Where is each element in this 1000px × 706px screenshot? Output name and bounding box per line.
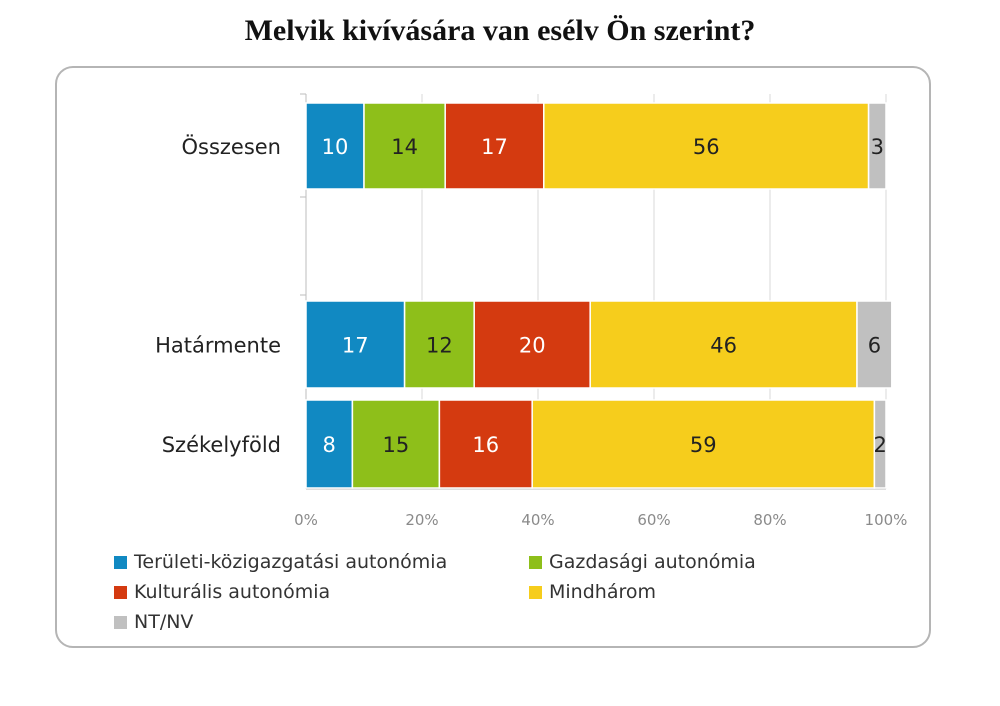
legend-label: Kulturális autonómia [134,581,331,603]
legend-item-nt-nv: NT/NV [114,611,193,633]
bar-segment-gazdasagi-autonomia [351,399,441,489]
data-label: 17 [481,135,508,159]
x-tick-label: 80% [753,511,786,529]
bar-segment-teruleti-kozigazgatasi-autonomia [305,300,406,389]
bar-segment-teruleti-kozigazgatasi-autonomia [305,102,365,190]
category-label: Összesen [181,134,281,159]
data-label: 56 [693,135,720,159]
legend-item-mindharom: Mindhárom [529,581,656,603]
category-label: Határmente [155,334,281,358]
data-label: 20 [519,334,546,358]
data-label: 2 [874,433,887,457]
data-label: 6 [868,334,881,358]
data-label: 16 [472,433,499,457]
data-label: 8 [323,433,336,457]
legend-label: NT/NV [134,611,194,633]
legend-swatch [529,585,542,599]
data-label: 14 [391,135,418,159]
bar-segment-kulturalis-autonomia [444,102,545,190]
data-label: 17 [342,334,369,358]
x-tick-label: 40% [521,511,554,529]
legend-item-kulturalis-autonomia: Kulturális autonómia [114,581,330,603]
legend-swatch [114,615,127,629]
bar-segment-mindharom [589,300,858,389]
chart-frame: 0% 20% 40% 60% 80% 100% Összesen 10 14 17 56 3 Határ… [55,66,931,648]
plot-area: 0% 20% 40% 60% 80% 100% Összesen 10 14 17 56 3 Határ… [155,93,908,529]
legend-item-teruleti-kozigazgatasi-autonomia: Területi-közigazgatási autonómia [114,551,447,573]
legend-label: Területi-közigazgatási autonómia [134,551,448,573]
category-label: Székelyföld [162,433,281,457]
x-tick-label: 20% [405,511,438,529]
data-label: 46 [710,334,737,358]
legend-item-gazdasagi-autonomia: Gazdasági autonómia [529,551,756,573]
legend-swatch [114,555,127,569]
legend-label: Gazdasági autonómia [549,551,756,573]
legend-swatch [529,555,542,569]
bar-segment-nt-nv [873,399,887,489]
legend-label: Mindhárom [549,581,656,603]
chart-title: Melvik kivívására van esélv Ön szerint? [244,14,756,47]
x-tick-label: 60% [637,511,670,529]
bar-segment-gazdasagi-autonomia [403,300,475,389]
bar-segment-nt-nv [867,102,887,190]
data-label: 3 [871,135,884,159]
x-tick-label: 100% [865,511,908,529]
data-label: 12 [426,334,453,358]
bar-segment-kulturalis-autonomia [438,399,533,489]
bar-segment-kulturalis-autonomia [473,300,591,389]
data-label: 15 [383,433,410,457]
data-label: 59 [690,433,717,457]
data-label: 10 [322,135,349,159]
x-tick-label: 0% [294,511,318,529]
legend-swatch [114,585,127,599]
bar-segment-nt-nv [856,300,893,389]
